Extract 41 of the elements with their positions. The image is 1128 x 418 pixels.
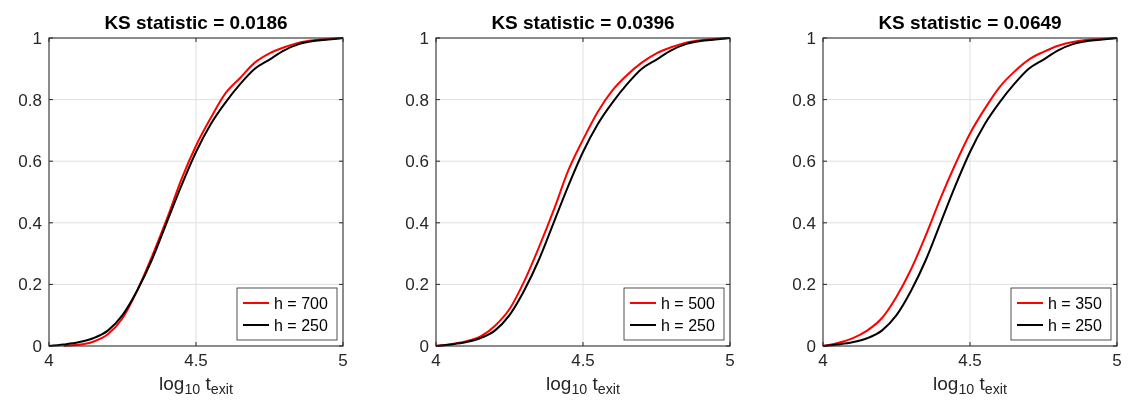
y-tick-label: 0.6 — [405, 152, 429, 172]
legend-label: h = 350 — [1048, 295, 1102, 312]
legend-label: h = 250 — [274, 317, 328, 334]
x-tick-label: 4.5 — [958, 351, 982, 370]
y-tick-label: 0 — [419, 337, 429, 356]
y-tick-label: 0 — [806, 337, 816, 356]
chart-title: KS statistic = 0.0396 — [491, 12, 675, 33]
line-series — [435, 37, 731, 347]
x-tick-label: 5 — [725, 351, 735, 370]
y-tick-label: 0.4 — [792, 213, 816, 233]
y-tick-label: 0.8 — [405, 90, 429, 110]
line-series — [822, 37, 1118, 347]
chart-title: KS statistic = 0.0186 — [104, 12, 288, 33]
y-tick-label: 0.2 — [792, 275, 816, 295]
x-tick-label: 5 — [338, 351, 348, 370]
x-tick-label: 4.5 — [184, 351, 208, 370]
legend-label: h = 500 — [661, 295, 715, 312]
legend-label: h = 250 — [1048, 317, 1102, 334]
x-tick-label: 4 — [431, 351, 441, 370]
y-tick-label: 0.8 — [792, 90, 816, 110]
y-tick-label: 0.2 — [405, 275, 429, 295]
y-tick-label: 1 — [32, 29, 42, 48]
y-tick-label: 0 — [32, 337, 42, 356]
legend-label: h = 250 — [661, 317, 715, 334]
x-axis-title: log$_{10}$ t$_{exit}$ — [159, 373, 234, 398]
y-tick-label: 0.6 — [18, 152, 42, 172]
x-axis-title: log$_{10}$ t$_{exit}$ — [546, 373, 621, 398]
y-tick-label: 0.4 — [18, 213, 42, 233]
x-axis-title: log$_{10}$ t$_{exit}$ — [933, 373, 1008, 398]
x-tick-label: 5 — [1112, 351, 1122, 370]
x-tick-label: 4 — [818, 351, 828, 370]
x-tick-label: 4 — [44, 351, 54, 370]
x-tick-label: 4.5 — [571, 351, 595, 370]
y-tick-label: 0.8 — [18, 90, 42, 110]
legend-label: h = 700 — [274, 295, 328, 312]
chart-title: KS statistic = 0.0649 — [878, 12, 1062, 33]
y-tick-label: 0.4 — [405, 213, 429, 233]
y-tick-label: 0.6 — [792, 152, 816, 172]
y-tick-label: 1 — [419, 29, 429, 48]
y-tick-label: 1 — [806, 29, 816, 48]
y-tick-label: 0.2 — [18, 275, 42, 295]
